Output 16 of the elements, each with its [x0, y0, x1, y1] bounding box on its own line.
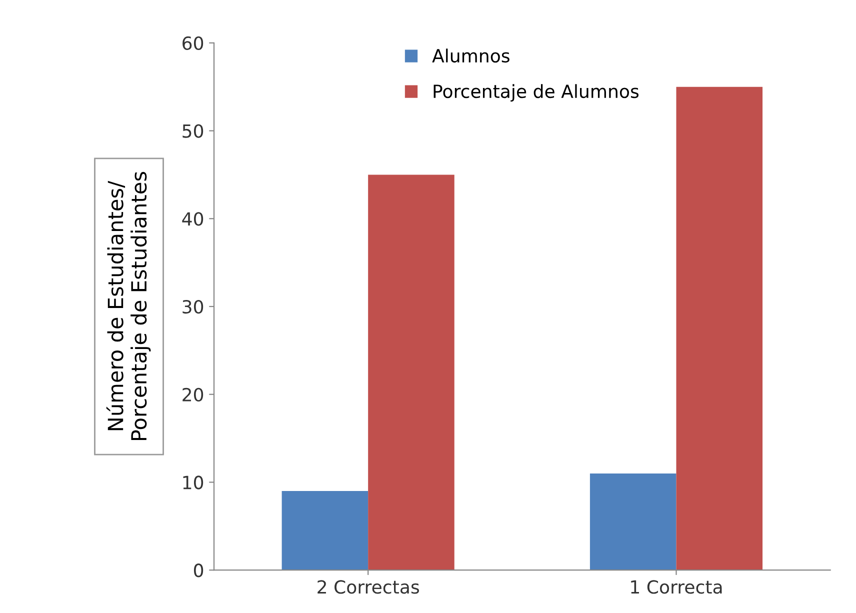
y-tick-label: 40 [182, 212, 204, 226]
bar [282, 491, 368, 570]
y-tick-label: 50 [182, 124, 204, 138]
y-tick-label: 60 [182, 36, 204, 50]
legend-label: Porcentaje de Alumnos [434, 84, 639, 102]
y-tick-label: 20 [182, 388, 204, 402]
bar [590, 473, 676, 570]
x-tick-label: 2 Correctas [318, 580, 419, 594]
bar [676, 86, 763, 570]
y-tick-label: 10 [183, 476, 204, 490]
y-tick-label: 0 [194, 564, 204, 578]
legend-label: Alumnos [432, 48, 510, 63]
y-axis-title: Número de Estudiantes/ Porcentaje de Estudiantes [106, 172, 151, 440]
bar [368, 174, 454, 570]
y-tick-label: 30 [182, 300, 204, 314]
x-tick-label: 1 Correcta [631, 580, 722, 594]
